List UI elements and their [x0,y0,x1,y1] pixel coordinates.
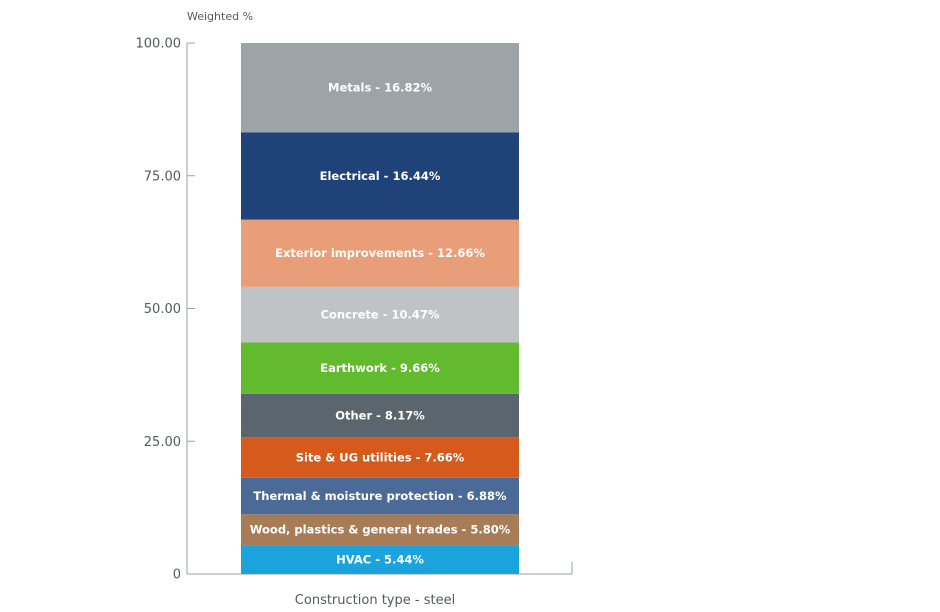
segment-label: Exterior improvements - 12.66% [275,246,485,260]
segment-label: Other - 8.17% [335,408,425,422]
bar-segment [241,43,519,133]
bar-segment [241,437,519,478]
y-tick-label: 25.00 [144,435,181,450]
segment-labels: HVAC - 5.44% Wood, plastics & general tra… [250,81,511,567]
x-tick-label: Construction type - steel [295,593,455,608]
bar-segment [241,286,519,343]
y-tick-label: 100.00 [136,37,182,52]
y-axis: 0 25.00 50.00 75.00 100.00 [136,37,195,583]
y-tick-label: 0 [173,568,181,583]
segment-label: Earthwork - 9.66% [320,361,440,375]
bar-segments [241,43,519,574]
segment-label: Site & UG utilities - 7.66% [296,450,465,464]
bar-segment [241,132,519,220]
y-axis-title: Weighted % [187,10,253,23]
segment-label: Electrical - 16.44% [320,169,441,183]
segment-label: HVAC - 5.44% [336,553,424,567]
segment-label: Metals - 16.82% [328,81,432,95]
bar-segment [241,545,519,574]
bar-segment [241,393,519,438]
segment-label: Thermal & moisture protection - 6.88% [253,489,507,503]
bar-segment [241,477,519,515]
segment-label: Concrete - 10.47% [321,308,440,322]
y-tick-label: 75.00 [144,169,181,184]
bar-segment [241,514,519,546]
segment-label: Wood, plastics & general trades - 5.80% [250,523,511,537]
bar-segment [241,342,519,394]
y-tick-label: 50.00 [144,302,181,317]
bar-segment [241,219,519,287]
